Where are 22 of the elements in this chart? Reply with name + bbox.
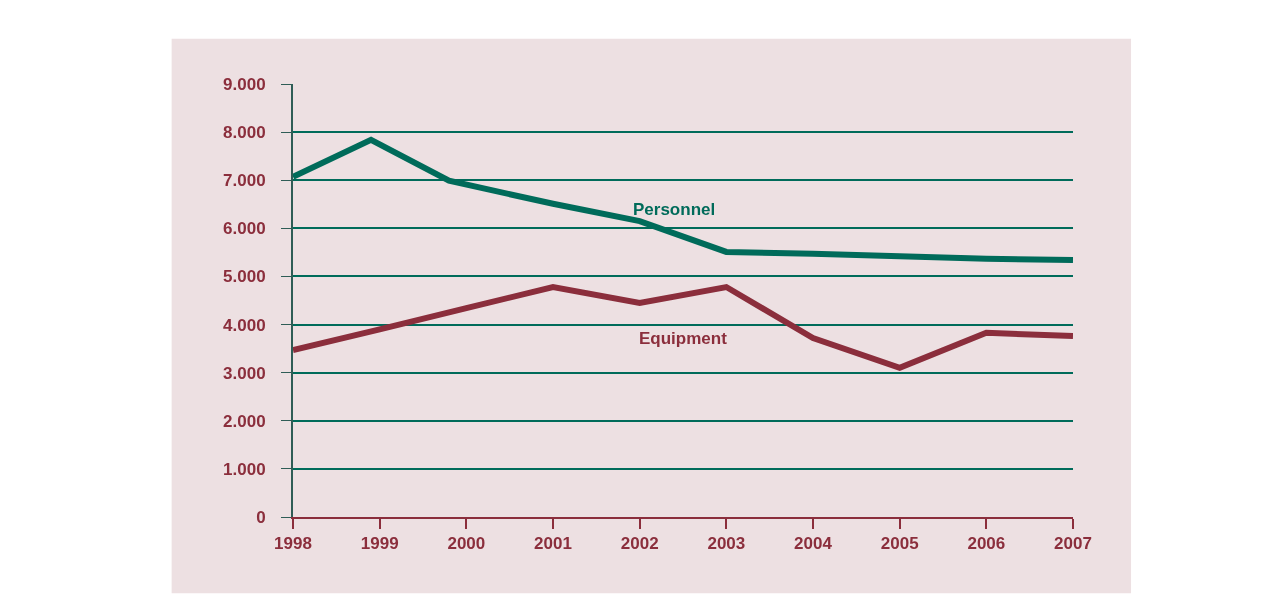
x-tick-label: 2005	[880, 534, 919, 554]
x-tick-label: 2004	[794, 534, 833, 554]
x-tick-label: 2007	[1054, 534, 1092, 554]
y-tick-label: 0	[256, 507, 266, 527]
y-tick-label: 7.000	[223, 171, 266, 191]
x-tick-label: 2000	[447, 534, 486, 554]
series-label: Personnel	[633, 200, 716, 219]
x-tick-label: 2003	[707, 534, 746, 554]
x-tick-label: 2001	[534, 534, 572, 554]
y-tick-label: 6.000	[223, 219, 266, 239]
y-tick-label: 4.000	[223, 315, 266, 335]
x-tick-label: 1998	[274, 534, 312, 554]
x-tick-label: 1999	[360, 534, 399, 554]
x-tick-label: 2006	[967, 534, 1006, 554]
y-tick-label: 9.000	[223, 74, 266, 94]
y-tick-label: 5.000	[223, 267, 266, 287]
y-tick-label: 2.000	[223, 411, 266, 431]
y-tick-label: 3.000	[223, 363, 266, 383]
y-tick-label: 1.000	[223, 459, 266, 479]
y-tick-label: 8.000	[223, 123, 266, 143]
x-tick-label: 2002	[620, 534, 659, 554]
series-label: Equipment	[639, 329, 728, 348]
